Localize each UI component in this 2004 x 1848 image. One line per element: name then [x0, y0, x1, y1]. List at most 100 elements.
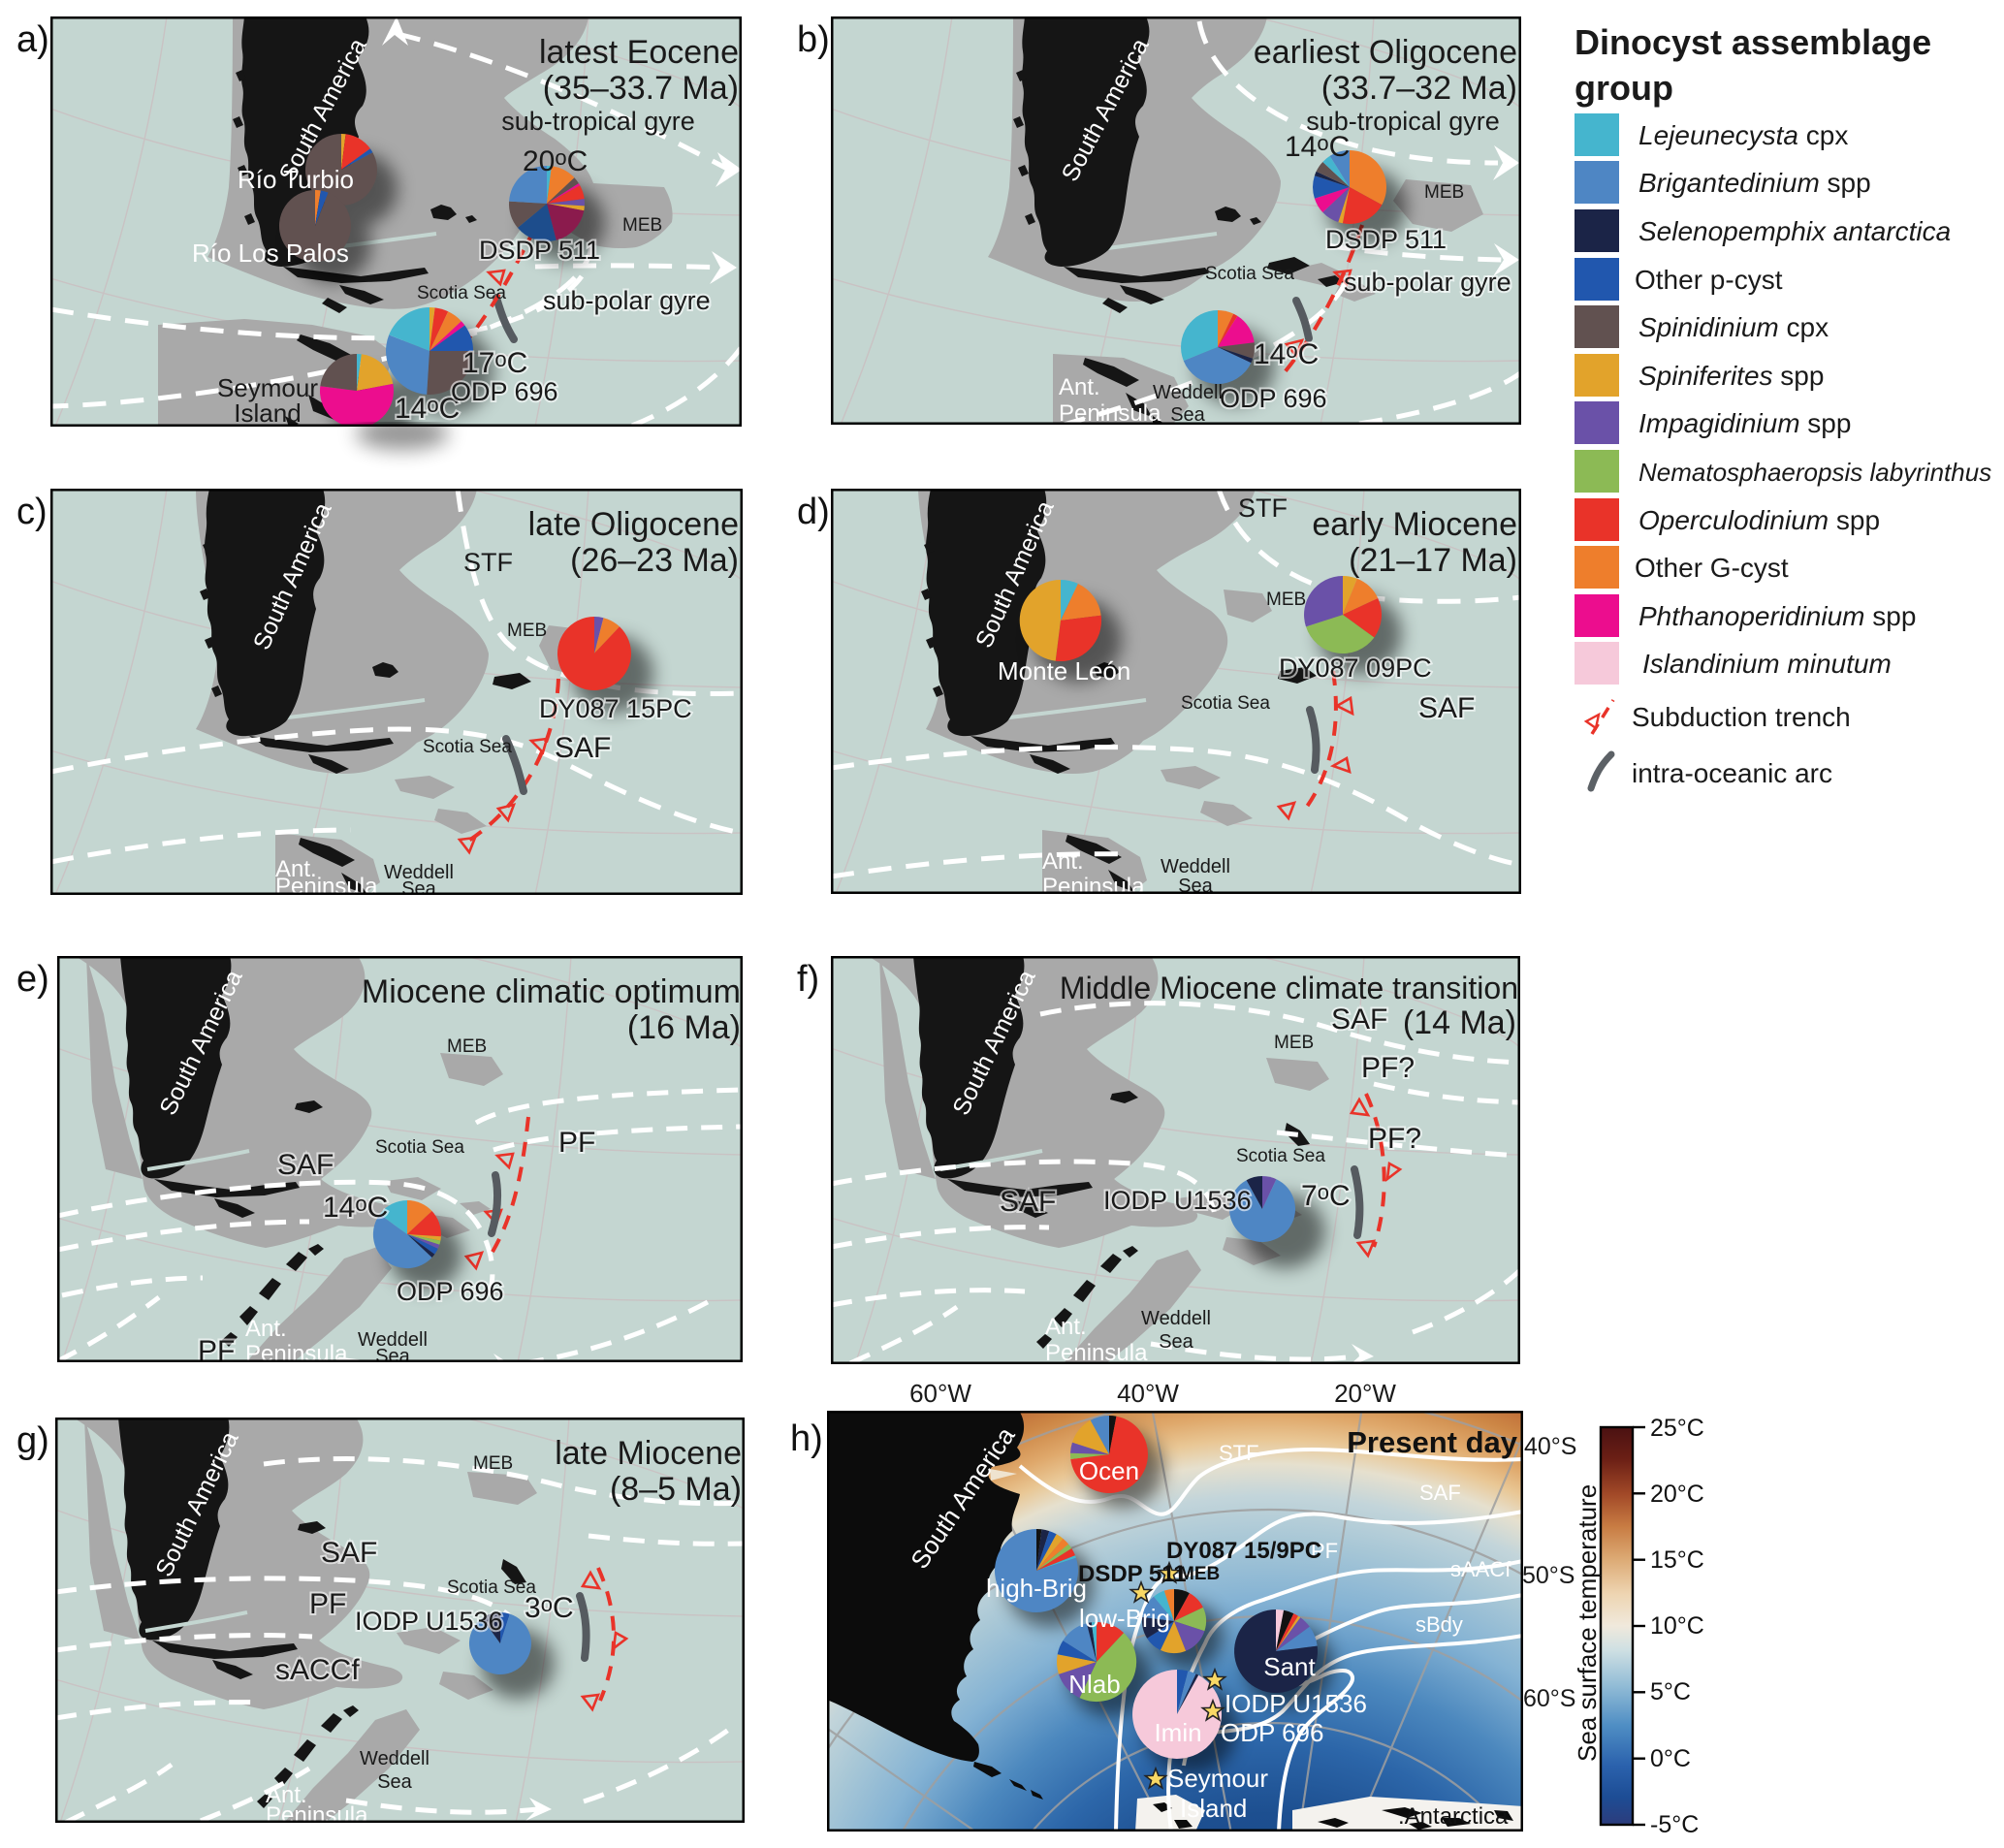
svg-text:10°C: 10°C [1650, 1612, 1704, 1640]
svg-text:sub-tropical gyre: sub-tropical gyre [501, 107, 695, 136]
svg-text:Weddell: Weddell [1161, 856, 1230, 877]
svg-text:low-Brig: low-Brig [1079, 1604, 1170, 1633]
svg-text:late Oligocene: late Oligocene [528, 506, 739, 543]
svg-text:.Antarctica: .Antarctica [1398, 1803, 1509, 1830]
svg-text:SAF: SAF [1331, 1004, 1387, 1036]
svg-text:STF: STF [463, 548, 513, 577]
svg-text:Seymour: Seymour [1167, 1764, 1268, 1793]
svg-text:Islandinium minutum: Islandinium minutum [1642, 649, 1892, 679]
svg-text:STF: STF [1238, 494, 1288, 523]
svg-text:DY087 09PC: DY087 09PC [1279, 653, 1432, 683]
svg-text:IODP U1536: IODP U1536 [1103, 1186, 1252, 1215]
svg-text:Peninsula: Peninsula [1059, 400, 1161, 425]
svg-text:Phthanoperidinium spp: Phthanoperidinium spp [1638, 601, 1916, 631]
svg-text:(26–23 Ma): (26–23 Ma) [570, 542, 739, 579]
svg-text:Impagidinium spp: Impagidinium spp [1638, 408, 1851, 438]
svg-text:Middle Miocene climate transit: Middle Miocene climate transition [1060, 971, 1518, 1005]
svg-text:(8–5 Ma): (8–5 Ma) [610, 1471, 742, 1508]
svg-text:late Miocene: late Miocene [555, 1435, 742, 1472]
svg-text:sAACf: sAACf [1450, 1557, 1511, 1581]
svg-text:Island: Island [234, 398, 301, 427]
svg-text:Peninsula: Peninsula [266, 1802, 368, 1823]
svg-text:Peninsula: Peninsula [275, 874, 378, 895]
svg-text:ODP 696: ODP 696 [1220, 384, 1327, 413]
svg-text:DY087 15/9PC: DY087 15/9PC [1166, 1538, 1321, 1564]
svg-text:20°C: 20°C [1650, 1481, 1704, 1508]
svg-text:Sea surface temperature: Sea surface temperature [1573, 1484, 1602, 1762]
svg-text:Peninsula: Peninsula [1042, 874, 1145, 894]
svg-text:Ant.: Ant. [1042, 848, 1084, 875]
svg-text:ODP 696: ODP 696 [1221, 1718, 1323, 1747]
svg-text:Operculodinium spp: Operculodinium spp [1638, 505, 1880, 535]
svg-text:14oC: 14oC [1254, 338, 1319, 370]
svg-text:Subduction trench: Subduction trench [1632, 702, 1851, 732]
svg-text:ODP 696: ODP 696 [397, 1277, 504, 1306]
svg-text:Other G-cyst: Other G-cyst [1635, 553, 1789, 583]
svg-text:Weddell: Weddell [360, 1748, 429, 1769]
svg-text:(14 Ma): (14 Ma) [1403, 1004, 1516, 1041]
svg-text:Ant.: Ant. [275, 856, 317, 882]
svg-text:Ant.: Ant. [1059, 374, 1100, 400]
svg-text:group: group [1575, 68, 1673, 108]
svg-text:Island: Island [1180, 1794, 1247, 1823]
svg-text:Ant.: Ant. [266, 1782, 307, 1808]
svg-text:SAF: SAF [1419, 1481, 1461, 1505]
svg-text:Sant: Sant [1263, 1652, 1316, 1681]
svg-text:DSDP 511: DSDP 511 [1325, 225, 1447, 254]
svg-text:PF: PF [1311, 1539, 1338, 1563]
svg-text:Selenopemphix antarctica: Selenopemphix antarctica [1638, 216, 1951, 246]
svg-text:Imin: Imin [1154, 1718, 1201, 1747]
svg-text:STF: STF [1219, 1441, 1259, 1465]
svg-text:sACCf: sACCf [275, 1654, 360, 1686]
svg-text:Scotia Sea: Scotia Sea [1236, 1146, 1325, 1166]
svg-text:PF?: PF? [1368, 1123, 1421, 1155]
svg-text:Nematosphaeropsis labyrinthus: Nematosphaeropsis labyrinthus [1638, 458, 1991, 487]
svg-text:Sea: Sea [1178, 876, 1213, 894]
svg-text:Ant.: Ant. [245, 1316, 287, 1342]
svg-text:MEB: MEB [1274, 1033, 1314, 1053]
svg-text:Sea: Sea [1159, 1331, 1193, 1353]
svg-text:MEB: MEB [447, 1036, 487, 1057]
svg-text:Scotia Sea: Scotia Sea [1181, 693, 1270, 714]
svg-text:Dinocyst assemblage: Dinocyst assemblage [1575, 22, 1931, 62]
svg-text:SAF: SAF [1418, 692, 1475, 724]
svg-text:SAF: SAF [1000, 1186, 1056, 1218]
svg-text:SAF: SAF [555, 732, 611, 764]
svg-text:PF: PF [558, 1127, 595, 1159]
svg-text:latest Eocene: latest Eocene [539, 34, 739, 71]
svg-text:Sea: Sea [375, 1346, 410, 1362]
svg-text:Monte León: Monte León [998, 656, 1130, 685]
svg-text:(35–33.7 Ma): (35–33.7 Ma) [543, 70, 739, 107]
svg-text:Sea: Sea [1170, 404, 1205, 425]
svg-text:sub-polar gyre: sub-polar gyre [543, 286, 711, 315]
svg-text:SAF: SAF [321, 1537, 377, 1569]
svg-text:Scotia Sea: Scotia Sea [447, 1577, 536, 1598]
svg-text:(21–17 Ma): (21–17 Ma) [1349, 542, 1517, 579]
svg-text:14oC: 14oC [323, 1192, 388, 1224]
svg-text:Miocene climatic optimum: Miocene climatic optimum [362, 973, 741, 1010]
svg-text:Spiniferites spp: Spiniferites spp [1638, 361, 1824, 391]
svg-text:MEB: MEB [622, 215, 662, 236]
svg-text:SAF: SAF [277, 1149, 334, 1181]
svg-text:PF?: PF? [1361, 1052, 1415, 1084]
svg-text:Scotia Sea: Scotia Sea [1205, 264, 1294, 284]
svg-text:Ant.: Ant. [1045, 1314, 1087, 1340]
svg-text:Río Los Palos: Río Los Palos [192, 239, 349, 268]
svg-text:DY087 15PC: DY087 15PC [539, 694, 692, 723]
svg-text:earliest Oligocene: earliest Oligocene [1254, 34, 1517, 71]
svg-text:IODP U1536: IODP U1536 [1225, 1689, 1367, 1718]
svg-text:Weddell: Weddell [1153, 382, 1223, 403]
svg-text:sub-tropical gyre: sub-tropical gyre [1306, 107, 1500, 136]
svg-text:5°C: 5°C [1650, 1678, 1691, 1705]
svg-text:sBdy: sBdy [1416, 1612, 1463, 1637]
svg-text:MEB: MEB [507, 621, 547, 641]
svg-text:Sea: Sea [401, 878, 436, 895]
svg-text:sub-polar gyre: sub-polar gyre [1344, 268, 1511, 297]
svg-text:Peninsula: Peninsula [1045, 1340, 1148, 1364]
svg-text:Weddell: Weddell [1141, 1308, 1211, 1329]
svg-text:25°C: 25°C [1650, 1415, 1704, 1442]
svg-text:Scotia Sea: Scotia Sea [375, 1137, 464, 1158]
svg-text:MEB: MEB [1179, 1564, 1220, 1584]
svg-text:Nlab: Nlab [1068, 1670, 1120, 1699]
svg-text:PF: PF [198, 1335, 235, 1362]
